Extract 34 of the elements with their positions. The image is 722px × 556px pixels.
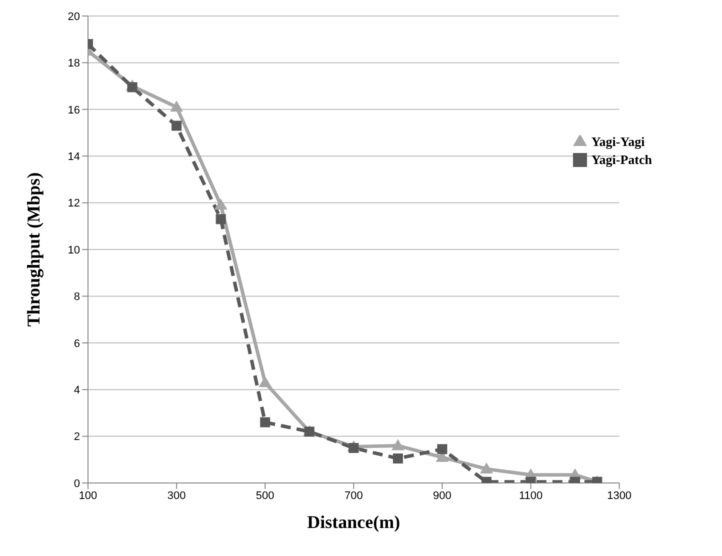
point	[216, 214, 226, 224]
y-axis-title: Throughput (Mbps)	[23, 172, 44, 327]
y-tick-label: 16	[68, 104, 80, 116]
x-tick-label: 1100	[518, 490, 543, 502]
x-tick-label: 500	[256, 490, 274, 502]
point	[437, 444, 448, 454]
x-tick-label: 900	[433, 490, 452, 502]
y-tick-label: 8	[74, 291, 80, 304]
y-tick-label: 10	[68, 244, 80, 256]
point	[172, 120, 182, 131]
y-tick-label: 2	[74, 431, 80, 444]
y-tick-label: 6	[74, 338, 80, 350]
y-tick-label: 4	[74, 384, 80, 397]
y-tick-label: 12	[68, 198, 80, 210]
y-tick-label: 14	[68, 151, 80, 164]
point	[348, 442, 359, 453]
legend-label: Yagi-Patch	[591, 152, 652, 167]
x-axis-title: Distance(m)	[307, 512, 400, 532]
x-tick-label: 700	[344, 490, 363, 502]
y-tick-label: 0	[74, 478, 80, 490]
point	[392, 453, 403, 464]
y-tick-label: 18	[68, 58, 80, 70]
y-tick-label: 20	[68, 10, 80, 23]
x-tick-label: 300	[167, 490, 186, 502]
point	[391, 439, 404, 450]
point	[214, 198, 228, 210]
point	[170, 100, 184, 112]
point	[258, 376, 272, 388]
x-tick-label: 100	[78, 490, 98, 502]
point	[480, 462, 493, 474]
legend-label: Yagi-Yagi	[591, 134, 645, 149]
x-tick-label: 1300	[607, 490, 632, 502]
point	[260, 417, 270, 428]
point	[127, 82, 138, 92]
